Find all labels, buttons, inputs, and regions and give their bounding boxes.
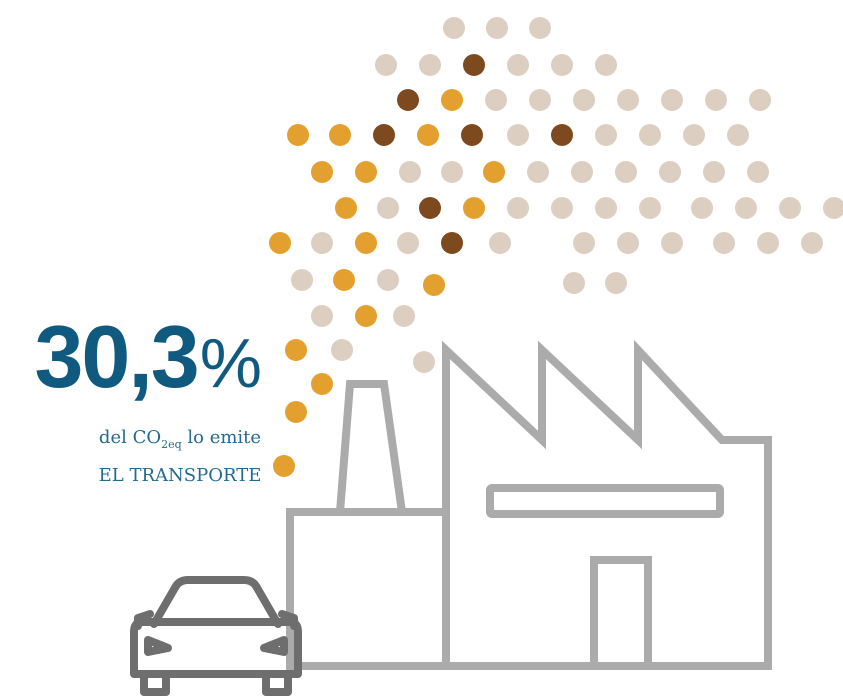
emission-dot	[551, 54, 573, 76]
emission-dot	[683, 124, 705, 146]
emission-dot	[311, 232, 333, 254]
emission-dot	[287, 124, 309, 146]
stat-caption-line2: EL TRANSPORTE	[98, 465, 262, 486]
emission-dot	[483, 161, 505, 183]
emission-dot	[749, 89, 771, 111]
emission-dot	[507, 124, 529, 146]
emission-dot	[441, 161, 463, 183]
emission-dot	[377, 197, 399, 219]
emission-dot	[757, 232, 779, 254]
emission-dot	[285, 401, 307, 423]
emission-dot	[331, 339, 353, 361]
emission-dot	[595, 54, 617, 76]
caption-subscript: 2eq	[161, 438, 182, 451]
emission-dot	[485, 89, 507, 111]
emission-dot	[393, 305, 415, 327]
emission-dot	[507, 197, 529, 219]
emission-dot	[605, 272, 627, 294]
caption-suffix: lo emite	[181, 427, 262, 448]
emission-dot	[417, 124, 439, 146]
emission-dot	[661, 232, 683, 254]
stat-value: 30,3	[34, 307, 199, 406]
emission-dot	[507, 54, 529, 76]
stat-unit: %	[199, 324, 262, 402]
emission-dot	[463, 54, 485, 76]
emission-dot	[486, 17, 508, 39]
car-icon	[130, 576, 302, 696]
emission-dot	[573, 89, 595, 111]
emission-dot	[489, 232, 511, 254]
stat-caption-line1: del CO2eq lo emite	[95, 420, 265, 463]
emission-dot	[311, 373, 333, 395]
emission-dot	[571, 161, 593, 183]
emission-dot	[661, 89, 683, 111]
emission-dot	[329, 124, 351, 146]
emission-dot	[659, 161, 681, 183]
emission-dot	[423, 274, 445, 296]
emission-dot	[311, 305, 333, 327]
emission-dot	[529, 17, 551, 39]
emission-dot	[419, 197, 441, 219]
emission-dot	[563, 272, 585, 294]
statistic: 30,3% del CO2eq lo emite EL TRANSPORTE	[0, 312, 262, 487]
emission-dot	[419, 54, 441, 76]
emission-dot	[333, 269, 355, 291]
emission-dots	[269, 17, 843, 477]
emission-dot	[705, 89, 727, 111]
factory-icon	[286, 339, 772, 670]
emission-dot	[823, 197, 843, 219]
emission-dot	[355, 232, 377, 254]
emission-dot	[617, 89, 639, 111]
emission-dot	[355, 305, 377, 327]
emission-dot	[615, 161, 637, 183]
emission-dot	[441, 232, 463, 254]
emission-dot	[413, 351, 435, 373]
emission-dot	[551, 124, 573, 146]
emission-dot	[727, 124, 749, 146]
emission-dot	[639, 124, 661, 146]
emission-dot	[311, 161, 333, 183]
emission-dot	[285, 339, 307, 361]
emission-dot	[691, 197, 713, 219]
emission-dot	[735, 197, 757, 219]
emission-dot	[441, 89, 463, 111]
emission-dot	[377, 269, 399, 291]
emission-dot	[373, 124, 395, 146]
emission-dot	[355, 161, 377, 183]
emission-dot	[639, 197, 661, 219]
emission-dot	[747, 161, 769, 183]
emission-dot	[291, 269, 313, 291]
emission-dot	[443, 17, 465, 39]
emission-dot	[595, 124, 617, 146]
emission-dot	[397, 89, 419, 111]
emission-dot	[573, 232, 595, 254]
emission-dot	[375, 54, 397, 76]
emission-dot	[703, 161, 725, 183]
emission-dot	[713, 232, 735, 254]
caption-prefix: del CO	[98, 427, 162, 448]
emission-dot	[595, 197, 617, 219]
emission-dot	[779, 197, 801, 219]
emission-dot	[617, 232, 639, 254]
emission-dot	[801, 232, 823, 254]
emission-dot	[335, 197, 357, 219]
emission-dot	[463, 197, 485, 219]
emission-dot	[551, 197, 573, 219]
emission-dot	[529, 89, 551, 111]
emission-dot	[269, 232, 291, 254]
emission-dot	[399, 161, 421, 183]
emission-dot	[273, 455, 295, 477]
emission-dot	[397, 232, 419, 254]
stat-value-line: 30,3%	[0, 312, 262, 408]
emission-dot	[461, 124, 483, 146]
emission-dot	[527, 161, 549, 183]
